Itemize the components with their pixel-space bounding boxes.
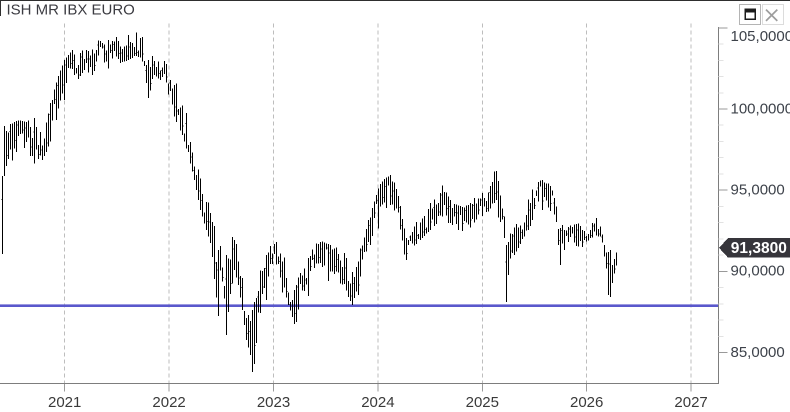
svg-text:2026: 2026 <box>570 394 603 411</box>
svg-text:2022: 2022 <box>152 394 185 411</box>
svg-text:ISH MR IBX EURO: ISH MR IBX EURO <box>7 2 135 19</box>
svg-text:90,0000: 90,0000 <box>731 263 785 280</box>
svg-text:95,0000: 95,0000 <box>731 182 785 199</box>
svg-text:91,3800: 91,3800 <box>731 240 787 257</box>
svg-text:2024: 2024 <box>361 394 394 411</box>
svg-text:2023: 2023 <box>257 394 290 411</box>
svg-text:2021: 2021 <box>48 394 81 411</box>
svg-text:2025: 2025 <box>466 394 499 411</box>
svg-text:100,0000: 100,0000 <box>731 100 790 117</box>
svg-text:2027: 2027 <box>674 394 707 411</box>
svg-text:105,0000: 105,0000 <box>731 28 790 45</box>
svg-text:85,0000: 85,0000 <box>731 344 785 361</box>
